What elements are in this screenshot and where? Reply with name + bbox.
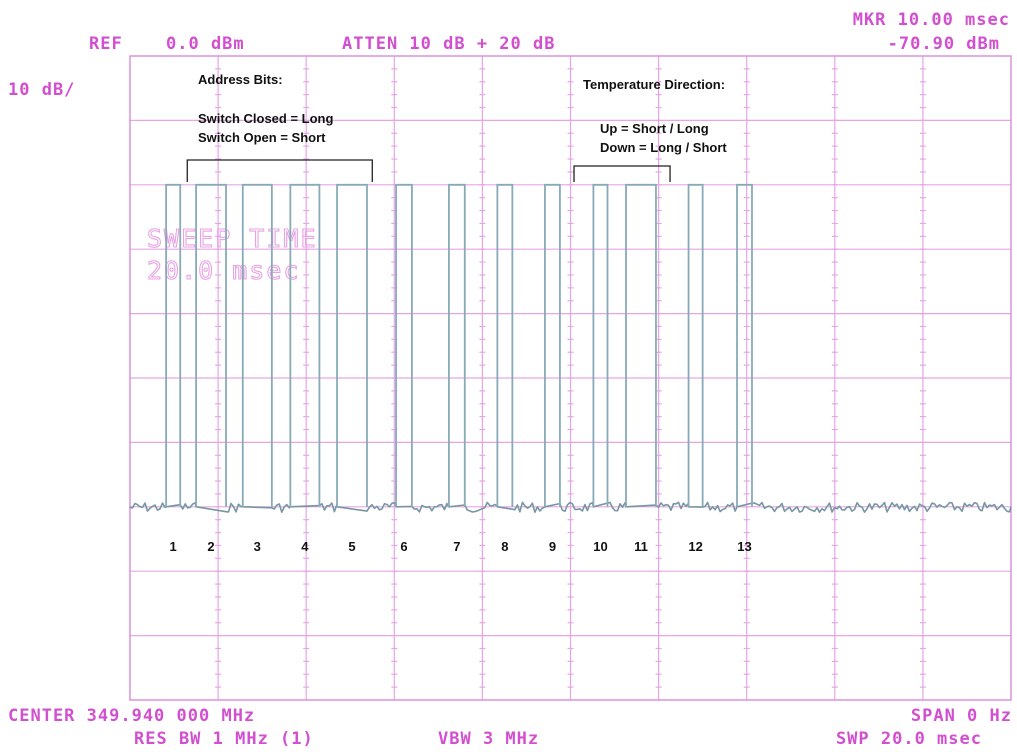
- atten-readout: ATTEN 10 dB + 20 dB: [342, 34, 555, 54]
- center-frequency-readout: CENTER 349.940 000 MHz: [8, 706, 255, 726]
- temperature-down: Down = Long / Short: [600, 140, 727, 155]
- temperature-direction-title: Temperature Direction:: [583, 77, 725, 92]
- graticule: [129, 55, 1012, 701]
- pulse-labels: 1 2 3 4 5 6 7 8 9 10 11 12 13: [170, 539, 752, 554]
- signal-trace: [129, 183, 1012, 513]
- pulse-label-12: 12: [688, 539, 702, 554]
- pulse-label-8: 8: [501, 539, 508, 554]
- pulse-label-11: 11: [634, 539, 648, 554]
- address-bits-open: Switch Open = Short: [198, 130, 326, 145]
- pulse-10: [592, 183, 609, 507]
- marker-level-readout: -70.90 dBm: [888, 34, 1000, 54]
- sweep-time-value: 20.0 msec: [147, 256, 300, 285]
- pulse-label-5: 5: [348, 539, 355, 554]
- pulse-8: [496, 183, 514, 507]
- pulse-label-1: 1: [170, 539, 177, 554]
- pulse-4: [289, 183, 321, 507]
- address-bits-title: Address Bits:: [198, 72, 283, 87]
- pulse-5: [336, 183, 368, 507]
- annotation-brackets: [186, 159, 671, 182]
- sweep-time-label: SWEEP TIME: [147, 224, 318, 253]
- sweep-readout: SWP 20.0 msec: [836, 729, 982, 749]
- pulse-7: [448, 183, 466, 507]
- pulse-label-13: 13: [737, 539, 751, 554]
- pulse-label-4: 4: [301, 539, 309, 554]
- span-readout: SPAN 0 Hz: [911, 706, 1012, 726]
- pulse-1: [165, 183, 182, 507]
- pulse-label-3: 3: [254, 539, 261, 554]
- pulse-9: [544, 183, 561, 507]
- pulse-3: [241, 183, 273, 507]
- pulse-label-2: 2: [207, 539, 214, 554]
- pulse-13: [736, 183, 753, 507]
- pulse-label-10: 10: [593, 539, 607, 554]
- pulse-label-7: 7: [453, 539, 460, 554]
- res-bw-readout: RES BW 1 MHz (1): [134, 729, 314, 749]
- temperature-bracket: [573, 165, 671, 182]
- address-bits-closed: Switch Closed = Long: [198, 111, 333, 126]
- grid-frame: [129, 55, 1012, 701]
- pulse-2: [195, 183, 227, 507]
- ref-label: REF: [89, 34, 123, 54]
- vbw-readout: VBW 3 MHz: [438, 729, 539, 749]
- marker-time-readout: MKR 10.00 msec: [853, 10, 1010, 30]
- pulse-label-9: 9: [549, 539, 556, 554]
- pulse-label-6: 6: [400, 539, 407, 554]
- address-bracket: [186, 159, 373, 182]
- scale-readout: 10 dB/: [8, 80, 75, 100]
- pulse-12: [687, 183, 704, 507]
- temperature-up: Up = Short / Long: [600, 121, 709, 136]
- ref-value: 0.0 dBm: [166, 34, 245, 54]
- pulse-6: [395, 183, 413, 507]
- pulse-11: [625, 183, 657, 507]
